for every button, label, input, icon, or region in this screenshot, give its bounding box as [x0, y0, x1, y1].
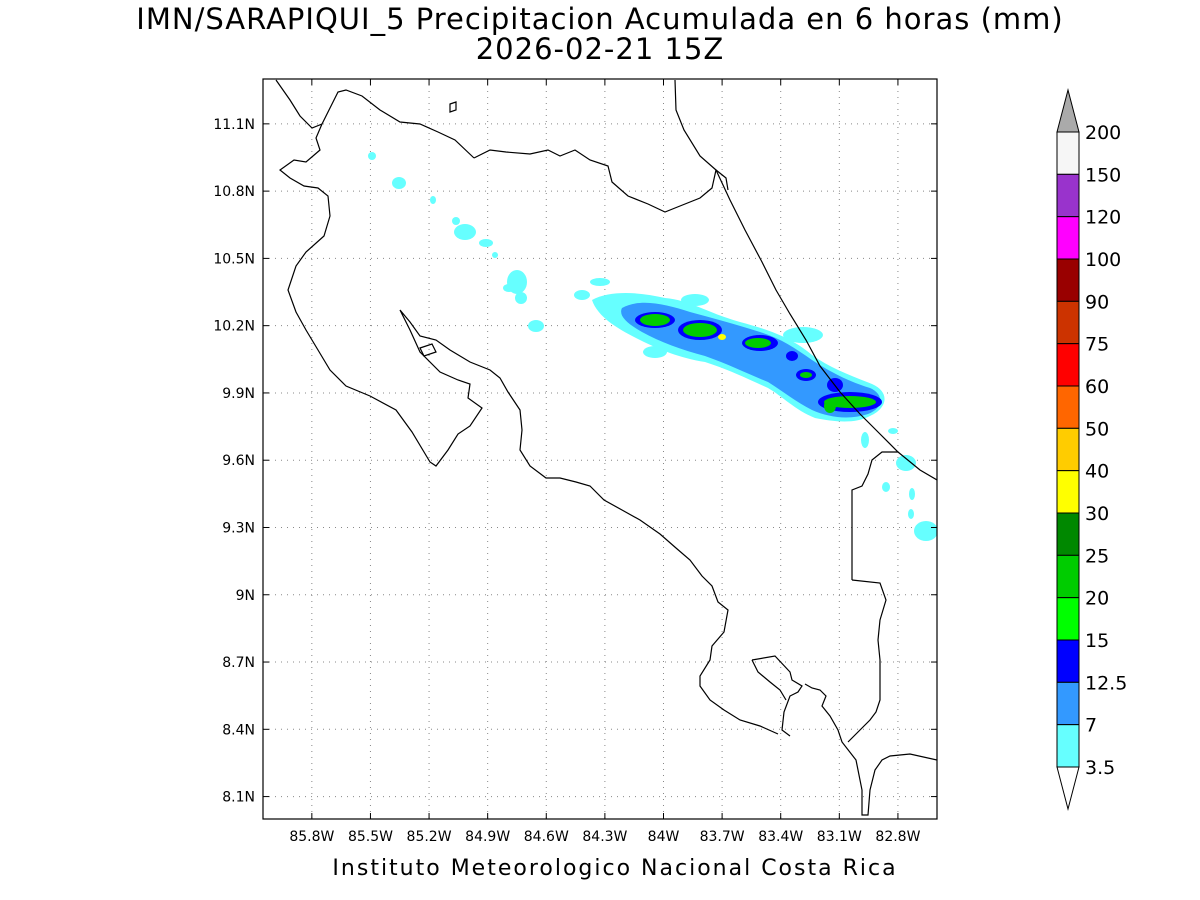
colorbar-swatch: [1056, 724, 1080, 768]
colorbar-swatch: [1056, 300, 1080, 345]
colorbar-label: 3.5: [1085, 757, 1115, 779]
colorbar-over-triangle: [1056, 88, 1080, 133]
colorbar-swatch: [1056, 554, 1080, 599]
colorbar-label: 25: [1085, 545, 1109, 567]
map-grid: [263, 79, 937, 819]
lon-tick-label: 84W: [648, 829, 680, 845]
lat-tick-label: 10.2N: [213, 319, 255, 335]
lat-tick-label: 10.5N: [213, 251, 255, 267]
map-axes: 85.8W 85.5W 85.2W 84.9W 84.6W 84.3W 84W 83.7W 83…: [213, 79, 937, 845]
lat-tick-label: 8.7N: [222, 655, 255, 671]
lon-tick-label: 83.4W: [758, 829, 803, 845]
lat-tick-label: 8.1N: [222, 790, 255, 806]
colorbar-label: 15: [1085, 630, 1109, 652]
colorbar-swatch: [1056, 131, 1080, 175]
colorbar-label: 90: [1085, 291, 1109, 313]
colorbar-swatch: [1056, 173, 1080, 218]
colorbar-swatch: [1056, 512, 1080, 556]
lat-tick-label: 10.8N: [213, 184, 255, 200]
lon-tick-label: 84.6W: [524, 829, 569, 845]
colorbar-label: 50: [1085, 418, 1109, 440]
map-datetime: 2026-02-21 15Z: [475, 32, 725, 66]
colorbar-swatch: [1056, 639, 1080, 683]
map-title: IMN/SARAPIQUI_5 Precipitacion Acumulada …: [136, 2, 1064, 36]
colorbar-swatch: [1056, 216, 1080, 260]
colorbar-under-triangle: [1056, 766, 1080, 811]
coastline: [275, 79, 937, 816]
lon-tick-label: 84.9W: [465, 829, 510, 845]
colorbar-swatch: [1056, 385, 1080, 429]
colorbar-label: 120: [1085, 207, 1121, 229]
lon-tick-label: 85.2W: [407, 829, 452, 845]
lon-tick-label: 82.8W: [875, 829, 920, 845]
lon-tick-label: 83.7W: [700, 829, 745, 845]
colorbar-label: 7: [1085, 715, 1097, 737]
lon-tick-label: 85.8W: [289, 829, 334, 845]
colorbar-swatch: [1056, 597, 1080, 641]
colorbar-label: 200: [1085, 122, 1121, 144]
colorbar-label: 75: [1085, 334, 1109, 356]
lat-tick-label: 9N: [236, 588, 255, 604]
colorbar-swatch: [1056, 427, 1080, 472]
colorbar-label: 60: [1085, 376, 1109, 398]
map-frame: [262, 78, 938, 820]
colorbar-label: 12.5: [1085, 672, 1127, 694]
lat-tick-label: 9.6N: [222, 453, 255, 469]
colorbar-swatch: [1056, 343, 1080, 387]
lon-tick-label: 84.3W: [582, 829, 627, 845]
colorbar-swatch: [1056, 258, 1080, 302]
precipitation-field: [368, 152, 937, 541]
colorbar: 200 150 120 100 90 75 60 50 40 30 25 20 15 12.5 7 3.5: [1056, 88, 1127, 811]
lat-tick-label: 11.1N: [213, 117, 255, 133]
lat-tick-label: 9.3N: [222, 520, 255, 536]
colorbar-swatch: [1056, 681, 1080, 726]
colorbar-label: 40: [1085, 461, 1109, 483]
lon-tick-label: 85.5W: [348, 829, 393, 845]
colorbar-swatch: [1056, 470, 1080, 514]
colorbar-label: 30: [1085, 503, 1109, 525]
lat-tick-label: 8.4N: [222, 722, 255, 738]
footer-credit: Instituto Meteorologico Nacional Costa R…: [332, 856, 898, 881]
lat-tick-label: 9.9N: [222, 386, 255, 402]
colorbar-label: 150: [1085, 164, 1121, 186]
colorbar-label: 20: [1085, 588, 1109, 610]
colorbar-label: 100: [1085, 249, 1121, 271]
lon-tick-label: 83.1W: [817, 829, 862, 845]
